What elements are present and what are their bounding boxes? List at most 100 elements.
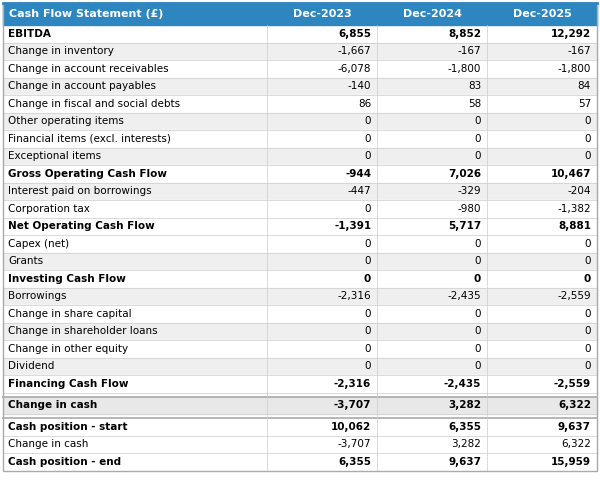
Text: 0: 0 — [475, 256, 481, 266]
Text: 7,026: 7,026 — [448, 169, 481, 179]
Bar — [3, 217, 597, 235]
Text: -1,800: -1,800 — [557, 64, 591, 74]
Text: 15,959: 15,959 — [551, 457, 591, 467]
Bar — [3, 60, 597, 78]
Bar — [3, 396, 597, 414]
Text: 0: 0 — [365, 361, 371, 371]
Text: Cash position - start: Cash position - start — [8, 422, 128, 432]
Text: -167: -167 — [457, 46, 481, 56]
Bar — [3, 3, 597, 25]
Text: 0: 0 — [584, 256, 591, 266]
Text: 0: 0 — [584, 309, 591, 319]
Text: 0: 0 — [365, 151, 371, 161]
Text: 9,637: 9,637 — [448, 457, 481, 467]
Text: -6,078: -6,078 — [338, 64, 371, 74]
Bar — [3, 182, 597, 200]
Bar — [3, 305, 597, 323]
Text: -1,667: -1,667 — [338, 46, 371, 56]
Text: Financial items (excl. interests): Financial items (excl. interests) — [8, 134, 171, 144]
Text: 0: 0 — [365, 309, 371, 319]
Text: Change in account payables: Change in account payables — [8, 81, 156, 91]
Text: 0: 0 — [584, 344, 591, 354]
Text: 0: 0 — [584, 134, 591, 144]
Bar — [3, 418, 597, 435]
Text: 0: 0 — [475, 309, 481, 319]
Bar — [3, 130, 597, 147]
Text: Gross Operating Cash Flow: Gross Operating Cash Flow — [8, 169, 167, 179]
Bar — [3, 323, 597, 340]
Text: -980: -980 — [458, 204, 481, 214]
Bar — [3, 165, 597, 182]
Text: Change in shareholder loans: Change in shareholder loans — [8, 326, 158, 336]
Text: Cash Flow Statement (£): Cash Flow Statement (£) — [9, 9, 163, 19]
Text: -447: -447 — [347, 186, 371, 196]
Text: Change in share capital: Change in share capital — [8, 309, 131, 319]
Text: 0: 0 — [474, 274, 481, 284]
Text: Other operating items: Other operating items — [8, 116, 124, 126]
Text: 0: 0 — [365, 256, 371, 266]
Text: Interest paid on borrowings: Interest paid on borrowings — [8, 186, 152, 196]
Text: 0: 0 — [475, 326, 481, 336]
Text: Cash position - end: Cash position - end — [8, 457, 121, 467]
Text: 0: 0 — [365, 204, 371, 214]
Text: -2,559: -2,559 — [557, 291, 591, 301]
Text: 0: 0 — [584, 116, 591, 126]
Text: -2,435: -2,435 — [444, 379, 481, 389]
Text: 6,322: 6,322 — [561, 439, 591, 449]
Text: Borrowings: Borrowings — [8, 291, 67, 301]
Bar — [3, 95, 597, 113]
Text: 0: 0 — [584, 326, 591, 336]
Text: 0: 0 — [365, 326, 371, 336]
Text: Change in account receivables: Change in account receivables — [8, 64, 169, 74]
Text: 8,852: 8,852 — [448, 29, 481, 39]
Text: -2,435: -2,435 — [448, 291, 481, 301]
Text: Exceptional items: Exceptional items — [8, 151, 101, 161]
Bar — [3, 147, 597, 165]
Text: 3,282: 3,282 — [451, 439, 481, 449]
Text: 0: 0 — [584, 239, 591, 249]
Text: 0: 0 — [475, 239, 481, 249]
Text: 8,881: 8,881 — [558, 221, 591, 231]
Text: 0: 0 — [475, 361, 481, 371]
Text: Change in fiscal and social debts: Change in fiscal and social debts — [8, 99, 180, 109]
Bar — [3, 25, 597, 43]
Bar — [3, 253, 597, 270]
Text: 0: 0 — [365, 116, 371, 126]
Text: EBITDA: EBITDA — [8, 29, 51, 39]
Text: 0: 0 — [584, 151, 591, 161]
Bar — [3, 200, 597, 217]
Text: Capex (net): Capex (net) — [8, 239, 69, 249]
Text: 10,062: 10,062 — [331, 422, 371, 432]
Text: -1,391: -1,391 — [334, 221, 371, 231]
Text: Investing Cash Flow: Investing Cash Flow — [8, 274, 126, 284]
Text: 6,855: 6,855 — [338, 29, 371, 39]
Text: -1,800: -1,800 — [448, 64, 481, 74]
Text: 12,292: 12,292 — [551, 29, 591, 39]
Text: Change in other equity: Change in other equity — [8, 344, 128, 354]
Text: Dec-2025: Dec-2025 — [512, 9, 571, 19]
Text: Dec-2024: Dec-2024 — [403, 9, 461, 19]
Text: Change in cash: Change in cash — [8, 400, 97, 410]
Text: -944: -944 — [345, 169, 371, 179]
Bar — [3, 358, 597, 375]
Text: 83: 83 — [468, 81, 481, 91]
Text: 0: 0 — [584, 274, 591, 284]
Bar — [3, 288, 597, 305]
Text: -329: -329 — [457, 186, 481, 196]
Text: -1,382: -1,382 — [557, 204, 591, 214]
Bar — [3, 235, 597, 253]
Text: Dividend: Dividend — [8, 361, 55, 371]
Text: -2,559: -2,559 — [554, 379, 591, 389]
Text: 6,355: 6,355 — [448, 422, 481, 432]
Text: -2,316: -2,316 — [334, 379, 371, 389]
Text: -2,316: -2,316 — [338, 291, 371, 301]
Bar — [3, 453, 597, 470]
Text: -140: -140 — [348, 81, 371, 91]
Text: 9,637: 9,637 — [558, 422, 591, 432]
Text: 0: 0 — [475, 116, 481, 126]
Bar — [3, 375, 597, 392]
Text: 86: 86 — [358, 99, 371, 109]
Text: 0: 0 — [584, 361, 591, 371]
Text: Net Operating Cash Flow: Net Operating Cash Flow — [8, 221, 155, 231]
Text: 6,322: 6,322 — [558, 400, 591, 410]
